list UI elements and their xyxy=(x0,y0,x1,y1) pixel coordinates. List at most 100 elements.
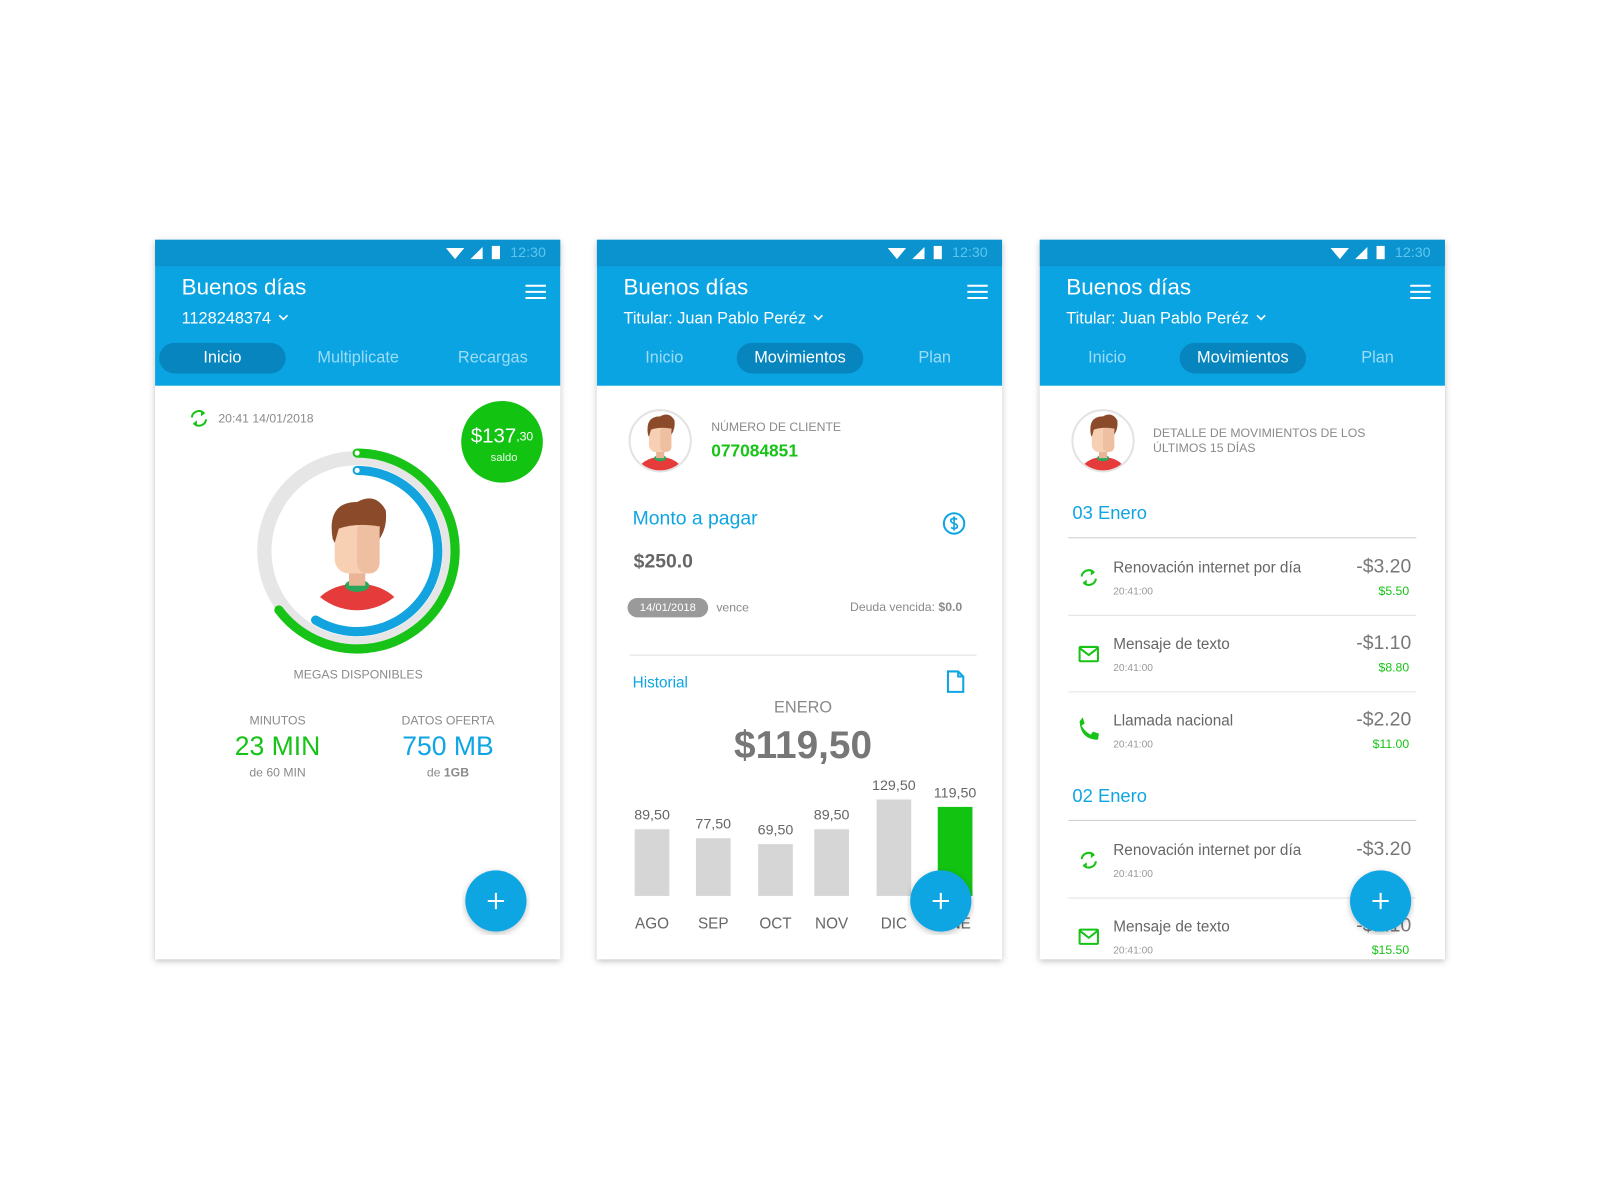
movement-time: 20:41:00 xyxy=(1113,869,1153,880)
avatar-figure xyxy=(1080,414,1126,471)
screen-body: 20:41 14/01/2018 $137,30 saldo MEGAS DISPON… xyxy=(190,401,543,780)
balance-main: $137 xyxy=(471,426,516,448)
avatar xyxy=(628,409,692,473)
renew-icon xyxy=(190,410,208,427)
movement-balance: $5.50 xyxy=(1379,584,1410,598)
icon-arrow xyxy=(1082,852,1095,869)
greeting: Buenos días xyxy=(623,275,748,300)
amount: $250.0 xyxy=(634,550,693,572)
account-selector[interactable]: Titular: Juan Pablo Peréz xyxy=(1066,310,1249,328)
icon-stroke xyxy=(950,516,959,531)
signal-icon xyxy=(470,246,483,260)
movement-amount: -$3.20 xyxy=(1356,838,1411,860)
debt-label: Deuda vencida: xyxy=(850,600,935,614)
battery-icon xyxy=(1376,245,1385,260)
avatar-shirt xyxy=(312,583,403,611)
avatar-hair xyxy=(331,498,387,543)
tab[interactable]: Inicio xyxy=(203,348,241,366)
menu-button[interactable] xyxy=(967,284,988,299)
file-icon xyxy=(946,670,965,693)
tab[interactable]: Recargas xyxy=(458,348,528,366)
stat-value: 750 MB xyxy=(402,731,493,761)
stat-sub: de 60 MIN xyxy=(249,766,305,780)
avatar xyxy=(1071,409,1135,473)
fab-plus xyxy=(1372,892,1389,910)
wifi-icon xyxy=(1330,247,1349,260)
movement-balance: $11.00 xyxy=(1373,737,1410,751)
movement-balance: $8.80 xyxy=(1379,661,1410,675)
fab-add-button[interactable] xyxy=(910,870,972,932)
icon-stroke xyxy=(1078,647,1099,657)
bar-value-label: 89,50 xyxy=(634,808,670,824)
account-selector[interactable]: Titular: Juan Pablo Peréz xyxy=(623,310,806,328)
movement-title: Mensaje de texto xyxy=(1113,919,1230,936)
history-bar xyxy=(758,844,793,896)
avatar-hair xyxy=(647,414,675,437)
phone-screen: 12:30 Buenos días 1128248374 Inicio Multipli… xyxy=(155,239,561,960)
avatar-face-shade xyxy=(357,520,380,574)
avatar-neck xyxy=(656,447,665,459)
avatar-face-shade xyxy=(660,425,672,453)
intro-line: DETALLE DE MOVIMIENTOS DE LOS xyxy=(1153,426,1365,440)
active-tab-pill xyxy=(1179,342,1307,374)
greeting: Buenos días xyxy=(182,275,307,300)
movement-amount: -$3.20 xyxy=(1356,555,1411,577)
bar-category: NOV xyxy=(815,916,849,933)
stat-sub: de 1GB xyxy=(427,766,469,780)
status-time: 12:30 xyxy=(510,245,546,261)
icon-stroke xyxy=(1078,645,1099,663)
account-selector[interactable]: 1128248374 xyxy=(182,310,272,328)
icon-stroke xyxy=(946,670,965,693)
tab[interactable]: Movimientos xyxy=(754,348,846,366)
dropdown-chevron[interactable] xyxy=(1256,314,1266,321)
battery-icon xyxy=(491,245,500,260)
movement-time: 20:41:00 xyxy=(1113,946,1153,957)
balance-cents: ,30 xyxy=(516,430,533,444)
bar-value-label: 69,50 xyxy=(758,823,794,839)
fab-add-button[interactable] xyxy=(465,870,527,932)
stat-value: 23 MIN xyxy=(235,731,320,761)
tab[interactable]: Plan xyxy=(918,348,951,366)
icon-fill xyxy=(1079,717,1099,740)
history-title: Historial xyxy=(633,675,688,692)
menu-button[interactable] xyxy=(525,284,546,299)
client-number: 077084851 xyxy=(711,441,798,461)
icon-arrow xyxy=(1082,569,1095,586)
tab[interactable]: Inicio xyxy=(645,348,683,366)
active-tab-pill xyxy=(736,342,864,374)
menu-button[interactable] xyxy=(1410,284,1431,299)
wifi-icon xyxy=(887,247,907,260)
due-date: 14/01/2018 xyxy=(640,602,696,614)
tab[interactable]: Inicio xyxy=(1088,348,1126,366)
stat-label: MINUTOS xyxy=(249,714,305,728)
tab[interactable]: Movimientos xyxy=(1197,348,1289,366)
fab-add-button[interactable] xyxy=(1350,870,1412,932)
history-bar xyxy=(634,829,670,896)
status-time: 12:30 xyxy=(1395,245,1431,261)
renew-icon xyxy=(1080,569,1097,586)
balance-label: saldo xyxy=(491,452,518,464)
stat-sub-value: 60 MIN xyxy=(266,766,305,780)
icon-stroke xyxy=(942,512,966,535)
dropdown-chevron[interactable] xyxy=(278,314,289,321)
tab[interactable]: Multiplicate xyxy=(317,348,399,366)
tab[interactable]: Plan xyxy=(1361,348,1394,366)
avatar xyxy=(295,489,419,613)
balance: $137,30 xyxy=(471,426,534,448)
battery-icon xyxy=(933,245,942,260)
avatar-face-shade xyxy=(1103,425,1115,453)
avatar-shirt xyxy=(637,457,683,471)
bar-category: OCT xyxy=(759,916,791,933)
bar-category: DIC xyxy=(881,916,907,933)
usage-ring xyxy=(311,465,443,637)
stat-sub-prefix: de xyxy=(427,766,441,780)
bar-value-label: 129,50 xyxy=(872,778,916,794)
history-bar xyxy=(814,829,849,896)
ring-label: MEGAS DISPONIBLES xyxy=(294,668,423,682)
dollar-icon xyxy=(942,512,966,535)
dropdown-chevron[interactable] xyxy=(813,314,823,321)
group-date: 03 Enero xyxy=(1072,502,1147,523)
